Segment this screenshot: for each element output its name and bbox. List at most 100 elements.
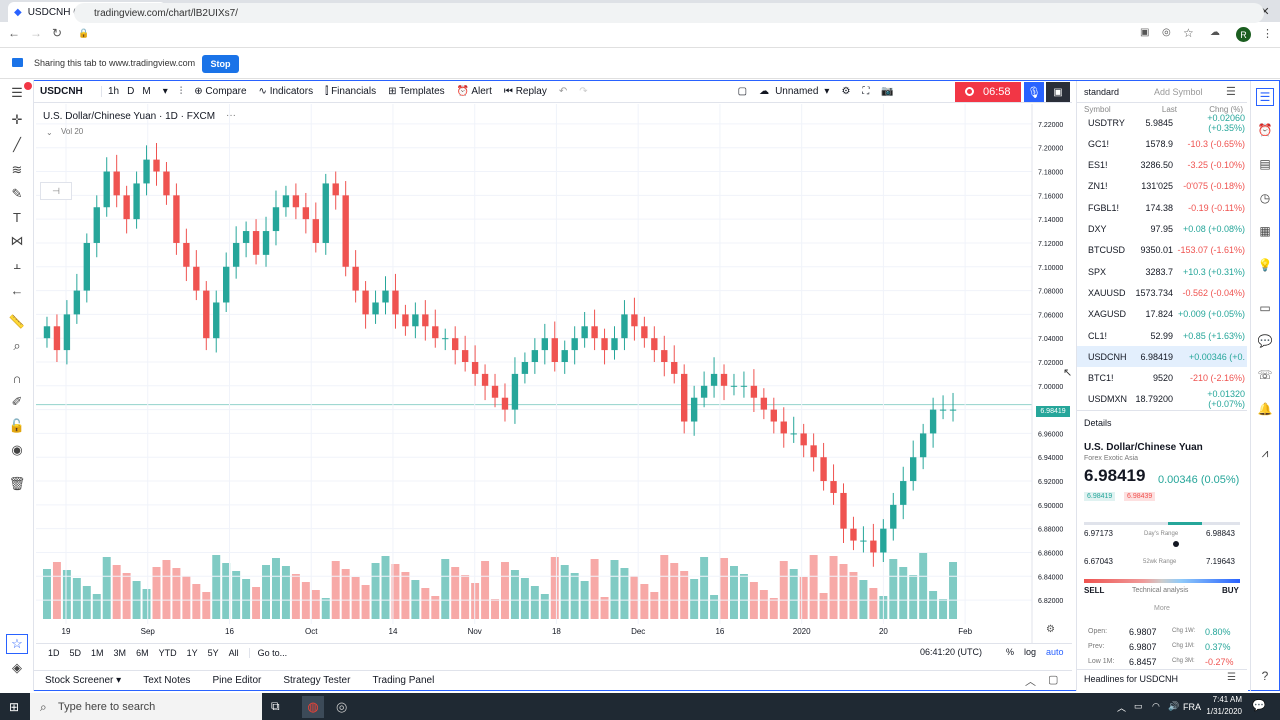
undo-icon[interactable]: ↶ bbox=[558, 86, 568, 97]
trash-icon[interactable]: 🗑 bbox=[8, 476, 26, 491]
chat-icon[interactable]: 💬 bbox=[1257, 334, 1273, 348]
range-all[interactable]: All bbox=[228, 647, 239, 658]
layout-cloud-icon[interactable]: ☁ bbox=[759, 86, 770, 97]
forward-icon[interactable]: → bbox=[30, 26, 42, 40]
location-icon[interactable]: ◎ bbox=[1162, 27, 1171, 38]
eye-icon[interactable]: ◉ bbox=[11, 442, 23, 457]
layout-name[interactable]: Unnamed bbox=[775, 86, 819, 97]
more-link[interactable]: More bbox=[1154, 605, 1170, 612]
tray-volume-icon[interactable]: 🔊 bbox=[1168, 701, 1180, 711]
dom-icon[interactable]: ⩘ bbox=[1261, 445, 1269, 460]
price-chart[interactable]: 7.22000 7.20000 7.18000 7.16000 7.14000 7.120… bbox=[36, 104, 1072, 644]
range-ytd[interactable]: YTD bbox=[158, 647, 177, 658]
redo-icon[interactable]: ↷ bbox=[579, 86, 588, 97]
compare-button[interactable]: ⊕ Compare bbox=[194, 86, 247, 97]
col-last[interactable]: Last bbox=[1161, 105, 1177, 114]
chart-style-icon[interactable]: ⫶ bbox=[179, 86, 183, 97]
camera-icon[interactable]: ▣ bbox=[1046, 82, 1070, 102]
action-center-icon[interactable]: 💬 bbox=[1252, 700, 1266, 712]
tray-time[interactable]: 7:41 AM bbox=[1212, 695, 1242, 704]
crosshair-icon[interactable]: ✛ bbox=[11, 112, 23, 127]
tab-stock-screener[interactable]: Stock Screener ▾ bbox=[45, 675, 122, 686]
details-tab[interactable]: Details bbox=[1084, 418, 1112, 428]
watchlist-row[interactable]: ES1! 3286.50 -3.25 (-0.10%) bbox=[1077, 155, 1247, 176]
tab-trading-panel[interactable]: Trading Panel bbox=[372, 675, 435, 686]
prediction-icon[interactable]: ⫠ bbox=[13, 257, 21, 272]
range-5d[interactable]: 5D bbox=[69, 647, 82, 658]
windows-start-icon[interactable]: ⊞ bbox=[9, 700, 20, 714]
watchlist-row[interactable]: USDTRY 5.9845 +0.02060 (+0.35%) bbox=[1077, 112, 1247, 133]
profile-avatar[interactable]: R bbox=[1236, 27, 1251, 42]
watchlist-row[interactable]: USDCNH 6.98419 +0.00346 (+0. bbox=[1077, 346, 1247, 368]
interval-d[interactable]: D bbox=[127, 86, 135, 97]
templates-button[interactable]: ⊞ Templates bbox=[388, 86, 445, 97]
brush-icon[interactable]: ✎ bbox=[11, 186, 23, 201]
tray-date[interactable]: 1/31/2020 bbox=[1206, 707, 1242, 716]
back-arrow-icon[interactable]: ← bbox=[10, 282, 24, 298]
headlines-menu-icon[interactable]: ☰ bbox=[1227, 672, 1236, 683]
range-1y[interactable]: 1Y bbox=[186, 647, 198, 658]
notifications-icon[interactable]: ☏ bbox=[1257, 368, 1273, 382]
range-1d[interactable]: 1D bbox=[48, 647, 60, 658]
watchlist-icon[interactable]: ☰ bbox=[1256, 88, 1274, 106]
interval-m[interactable]: M bbox=[142, 86, 151, 97]
maximize-panel-icon[interactable]: ▢ bbox=[1048, 674, 1059, 686]
watchlist-row[interactable]: FGBL1! 174.38 -0.19 (-0.11%) bbox=[1077, 197, 1247, 218]
hamburger-menu-icon[interactable]: ☰ bbox=[11, 85, 23, 100]
watchlist-row[interactable]: SPX 3283.7 +10.3 (+0.31%) bbox=[1077, 261, 1247, 282]
reload-icon[interactable]: ↻ bbox=[52, 26, 63, 40]
watchlist-row[interactable]: USDMXN 18.79200 +0.01320 (+0.07%) bbox=[1077, 389, 1247, 410]
stay-drawing-icon[interactable]: ✐ bbox=[11, 394, 23, 409]
microphone-icon[interactable]: 🎙 bbox=[1024, 82, 1044, 102]
legend-more-icon[interactable]: ··· bbox=[226, 110, 236, 121]
watchlist-menu-icon[interactable]: ☰ bbox=[1226, 86, 1236, 98]
extension-icon[interactable]: ☁ bbox=[1210, 27, 1220, 38]
range-6m[interactable]: 6M bbox=[136, 647, 149, 658]
zoom-icon[interactable]: ⌕ bbox=[13, 338, 21, 353]
buy-label[interactable]: BUY bbox=[1222, 586, 1239, 595]
back-icon[interactable]: ← bbox=[8, 26, 20, 40]
tray-network-icon[interactable]: ▭ bbox=[1134, 701, 1143, 711]
fib-icon[interactable]: ≋ bbox=[11, 162, 23, 177]
taskbar-search[interactable]: Type here to search bbox=[30, 693, 262, 720]
collapse-legend-icon[interactable]: ⌄ bbox=[46, 128, 53, 137]
close-window-icon[interactable]: ✕ bbox=[1260, 5, 1270, 18]
tray-wifi-icon[interactable]: ◠ bbox=[1152, 701, 1160, 711]
bookmark-star-icon[interactable]: ☆ bbox=[1183, 26, 1194, 40]
headlines-title[interactable]: Headlines for USDCNH bbox=[1084, 674, 1179, 684]
range-5y[interactable]: 5Y bbox=[207, 647, 219, 658]
replay-button[interactable]: ⏮ Replay bbox=[503, 86, 547, 97]
watchlist-row[interactable]: XAGUSD 17.824 +0.009 (+0.05%) bbox=[1077, 304, 1247, 325]
url-field[interactable]: tradingview.com/chart/lB2UIXs7/ bbox=[74, 3, 1264, 23]
symbol-search[interactable]: USDCNH bbox=[34, 86, 102, 97]
snapshot-icon[interactable]: 📷 bbox=[881, 86, 894, 97]
layout-select-icon[interactable]: ▢ bbox=[737, 86, 748, 97]
layout-dropdown-icon[interactable]: ▾ bbox=[824, 86, 830, 97]
watchlist-row[interactable]: BTCUSD 9350.01 -153.07 (-1.61%) bbox=[1077, 240, 1247, 261]
bell-icon[interactable]: 🔔 bbox=[1257, 402, 1273, 416]
auto-toggle[interactable]: auto bbox=[1046, 647, 1064, 657]
ruler-icon[interactable]: 📏 bbox=[8, 314, 26, 329]
range-1m[interactable]: 1M bbox=[91, 647, 104, 658]
task-view-icon[interactable]: ⧉ bbox=[271, 699, 280, 713]
tab-pine-editor[interactable]: Pine Editor bbox=[212, 675, 262, 686]
tray-lang[interactable]: FRA bbox=[1183, 702, 1201, 712]
object-tree-icon[interactable]: ◈ bbox=[12, 660, 22, 675]
settings-icon[interactable]: ⚙ bbox=[841, 86, 851, 97]
add-symbol-input[interactable]: Add Symbol bbox=[1154, 87, 1203, 97]
magnet-icon[interactable]: ∩ bbox=[12, 370, 22, 386]
interval-dropdown-icon[interactable]: ▾ bbox=[162, 86, 168, 97]
text-tool-icon[interactable]: T bbox=[13, 209, 21, 225]
streams-icon[interactable]: ▭ bbox=[1259, 301, 1271, 315]
hotlist-icon[interactable]: ◷ bbox=[1259, 191, 1271, 205]
app-taskbar-icon[interactable]: ◎ bbox=[336, 699, 348, 714]
favorites-star-icon[interactable]: ☆ bbox=[6, 634, 28, 654]
lock-drawings-icon[interactable]: 🔓 bbox=[8, 418, 26, 433]
chart-settings-gear-icon[interactable]: ⚙ bbox=[1046, 624, 1055, 635]
indicators-button[interactable]: ∿ Indicators bbox=[258, 86, 314, 97]
watchlist-row[interactable]: GC1! 1578.9 -10.3 (-0.65%) bbox=[1077, 133, 1247, 154]
log-toggle[interactable]: log bbox=[1024, 647, 1037, 657]
sell-label[interactable]: SELL bbox=[1084, 586, 1105, 595]
help-icon[interactable]: ? bbox=[1261, 669, 1269, 683]
col-change[interactable]: Chng (%) bbox=[1209, 105, 1243, 114]
